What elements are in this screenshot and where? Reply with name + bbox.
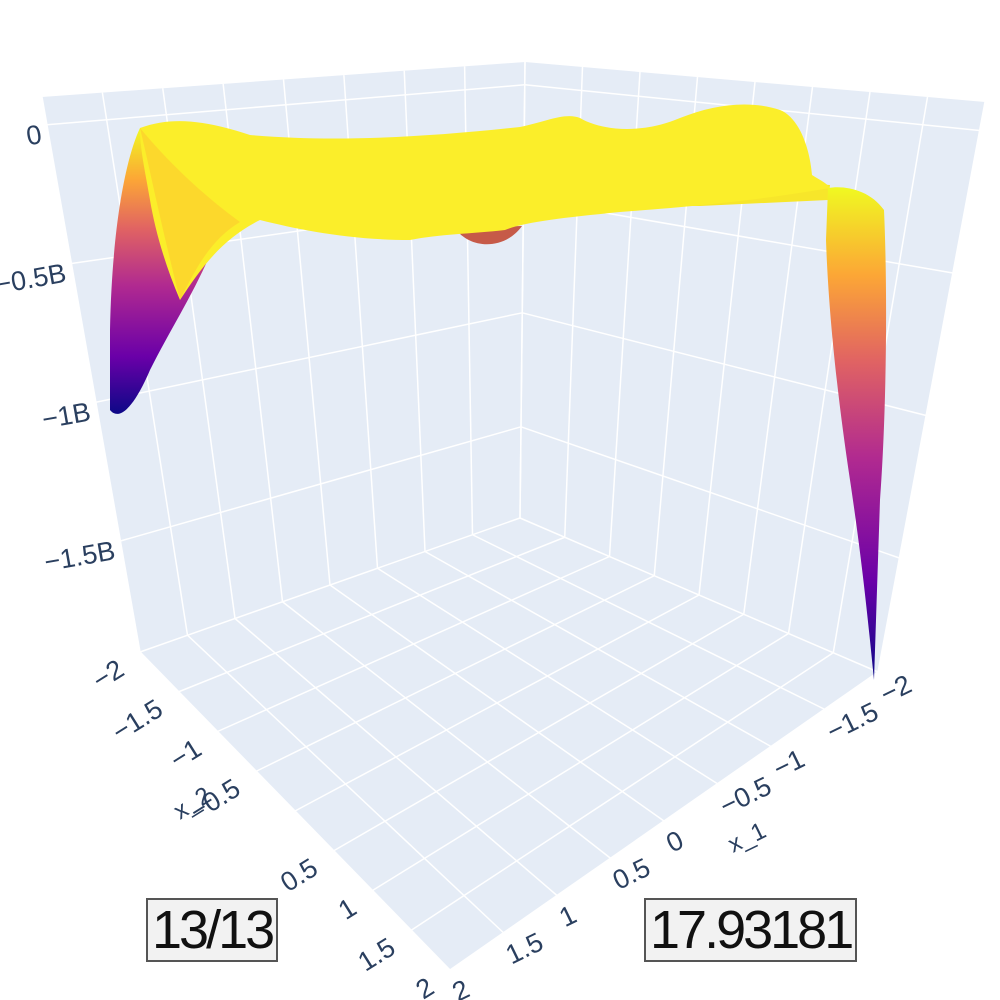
gridline-left-wall-vertical xyxy=(41,96,141,653)
gridline-left-wall-horizontal xyxy=(46,84,525,126)
x-tick-label: 0 xyxy=(661,825,688,859)
x-tick-label: −1 xyxy=(768,743,809,783)
surface-left-highlight xyxy=(140,128,240,300)
z-tick-label: 0 xyxy=(24,119,44,151)
gridline-floor-b xyxy=(294,594,700,812)
y-tick-label: 1.5 xyxy=(353,932,401,977)
gridline-floor-a xyxy=(519,517,879,673)
gridline-floor-a xyxy=(377,567,718,785)
z-tick-label: −1.5B xyxy=(42,535,117,577)
y-tick-label: −2 xyxy=(87,654,129,696)
surface-top xyxy=(140,104,830,301)
gridline-floor-a xyxy=(472,534,825,710)
surface-right-drop xyxy=(826,187,887,680)
x-tick-label: 1 xyxy=(554,899,581,933)
z-tick-label: −0.5B xyxy=(0,258,68,300)
gridline-floor-a xyxy=(424,550,772,748)
x-axis-title: x_1 xyxy=(724,817,771,858)
x-tick-label: 0.5 xyxy=(608,852,655,895)
y-tick-label: −1.5 xyxy=(107,693,168,747)
y-tick-label: 0.5 xyxy=(275,852,323,897)
gridline-right-wall-vertical xyxy=(787,91,871,634)
value-readout: 17.93181 xyxy=(644,898,858,962)
gridline-floor-b xyxy=(333,613,745,852)
y-tick-label: 1 xyxy=(333,892,362,925)
gridline-floor-b xyxy=(372,632,789,892)
gridline-right-wall-horizontal xyxy=(520,426,900,559)
x-tick-label: 1.5 xyxy=(501,927,548,970)
y-tick-label: −1 xyxy=(165,733,207,775)
x-tick-label: 2 xyxy=(447,974,474,1000)
y-tick-label: 2 xyxy=(411,972,440,1000)
floor-plane xyxy=(140,518,878,970)
gridline-floor-b xyxy=(410,652,834,931)
gridline-floor-b xyxy=(449,671,879,971)
z-tick-label: −1B xyxy=(40,397,93,435)
gridline-left-wall-horizontal xyxy=(120,426,522,542)
surface xyxy=(110,104,887,680)
gridline-right-wall-vertical xyxy=(877,101,986,673)
gridline-left-wall-horizontal xyxy=(95,312,523,403)
frame-counter: 13/13 xyxy=(146,898,279,962)
x-tick-label: −2 xyxy=(875,669,916,709)
